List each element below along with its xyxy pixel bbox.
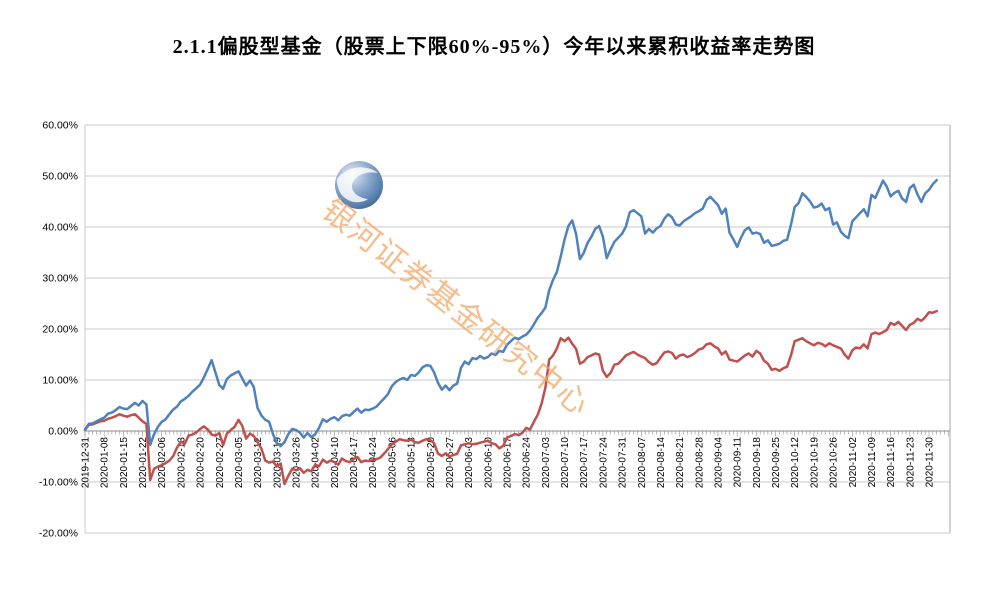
x-axis-date-label: 2020-11-16 (886, 437, 897, 488)
y-axis-tick-label: 0.00% (48, 426, 78, 438)
x-axis-date-label: 2020-05-20 (426, 437, 437, 489)
x-axis-date-label: 2020-06-03 (464, 437, 475, 489)
x-axis-date-label: 2020-07-31 (618, 437, 629, 489)
x-axis-date-label: 2020-10-26 (829, 437, 840, 489)
series-red-line (83, 309, 938, 486)
y-axis-tick-label: 30.00% (42, 273, 78, 285)
y-axis-tick-label: 50.00% (42, 171, 78, 183)
x-axis-date-label: 2020-06-24 (522, 437, 533, 489)
x-axis-date-label: 2020-03-12 (253, 437, 264, 489)
x-axis-ticks (84, 431, 949, 437)
chart-title: 2.1.1偏股型基金（股票上下限60%-95%）今年以来累积收益率走势图 (172, 36, 816, 58)
x-axis-date-label: 2020-02-20 (196, 437, 207, 489)
x-axis-date-label: 2020-09-04 (714, 437, 725, 489)
x-axis-date-label: 2020-03-26 (292, 437, 303, 489)
x-axis-date-label: 2020-05-06 (387, 437, 398, 489)
x-axis-date-label: 2020-06-17 (503, 437, 514, 489)
x-axis-date-label: 2020-11-23 (905, 437, 916, 488)
x-axis-date-label: 2020-04-02 (311, 437, 322, 489)
x-axis-date-label: 2020-10-12 (790, 437, 801, 489)
y-axis-tick-label: 20.00% (42, 324, 78, 336)
x-axis-date-label: 2020-09-25 (771, 437, 782, 489)
x-axis-date-label: 2020-11-02 (848, 437, 859, 488)
x-axis-date-label: 2020-09-18 (752, 437, 763, 489)
x-axis-date-label: 2020-08-14 (656, 437, 667, 489)
x-axis-date-label: 2020-07-17 (579, 437, 590, 489)
x-axis-date-label: 2020-05-13 (407, 437, 418, 489)
data-series (83, 178, 938, 486)
y-axis-tick-label: 10.00% (42, 375, 78, 387)
x-axis-date-label: 2020-08-07 (637, 437, 648, 489)
x-axis-date-label: 2020-01-08 (100, 437, 111, 489)
x-axis-date-label: 2020-11-30 (925, 437, 936, 488)
x-axis-date-label: 2020-07-24 (598, 437, 609, 489)
y-axis-labels: 60.00% 50.00% 40.00% 30.00% 20.00% 10.00% 0.00… (39, 120, 78, 540)
x-axis-date-label: 2020-11-09 (867, 437, 878, 488)
x-axis-date-label: 2020-07-10 (560, 437, 571, 489)
series-blue-line (83, 178, 938, 448)
x-axis-labels: 2019-12-31 2020-01-08 2020-01-15 2020-01-22… (81, 437, 936, 489)
x-axis-date-label: 2020-02-06 (157, 437, 168, 489)
y-axis-tick-label: 60.00% (42, 120, 78, 132)
x-axis-date-label: 2019-12-31 (81, 437, 92, 489)
x-axis-date-label: 2020-07-03 (541, 437, 552, 489)
x-axis-date-label: 2020-10-19 (809, 437, 820, 489)
x-axis-date-label: 2020-02-13 (176, 437, 187, 489)
x-axis-date-label: 2020-04-17 (349, 437, 360, 489)
x-axis-date-label: 2020-02-27 (215, 437, 226, 489)
y-axis-tick-label: 40.00% (42, 222, 78, 234)
x-axis-date-label: 2020-04-24 (368, 437, 379, 489)
x-axis-date-label: 2020-06-10 (483, 437, 494, 489)
x-axis-date-label: 2020-01-22 (138, 437, 149, 489)
y-axis-tick-label: -10.00% (39, 477, 78, 489)
x-axis-date-label: 2020-03-19 (272, 437, 283, 489)
x-axis-date-label: 2020-03-05 (234, 437, 245, 489)
x-axis-date-label: 2020-08-28 (694, 437, 705, 489)
x-axis-date-label: 2020-01-15 (119, 437, 130, 489)
x-axis-date-label: 2020-08-21 (675, 437, 686, 489)
x-axis-date-label: 2020-05-27 (445, 437, 456, 489)
y-axis-tick-label: -20.00% (39, 528, 78, 540)
x-axis-date-label: 2020-09-11 (733, 437, 744, 488)
